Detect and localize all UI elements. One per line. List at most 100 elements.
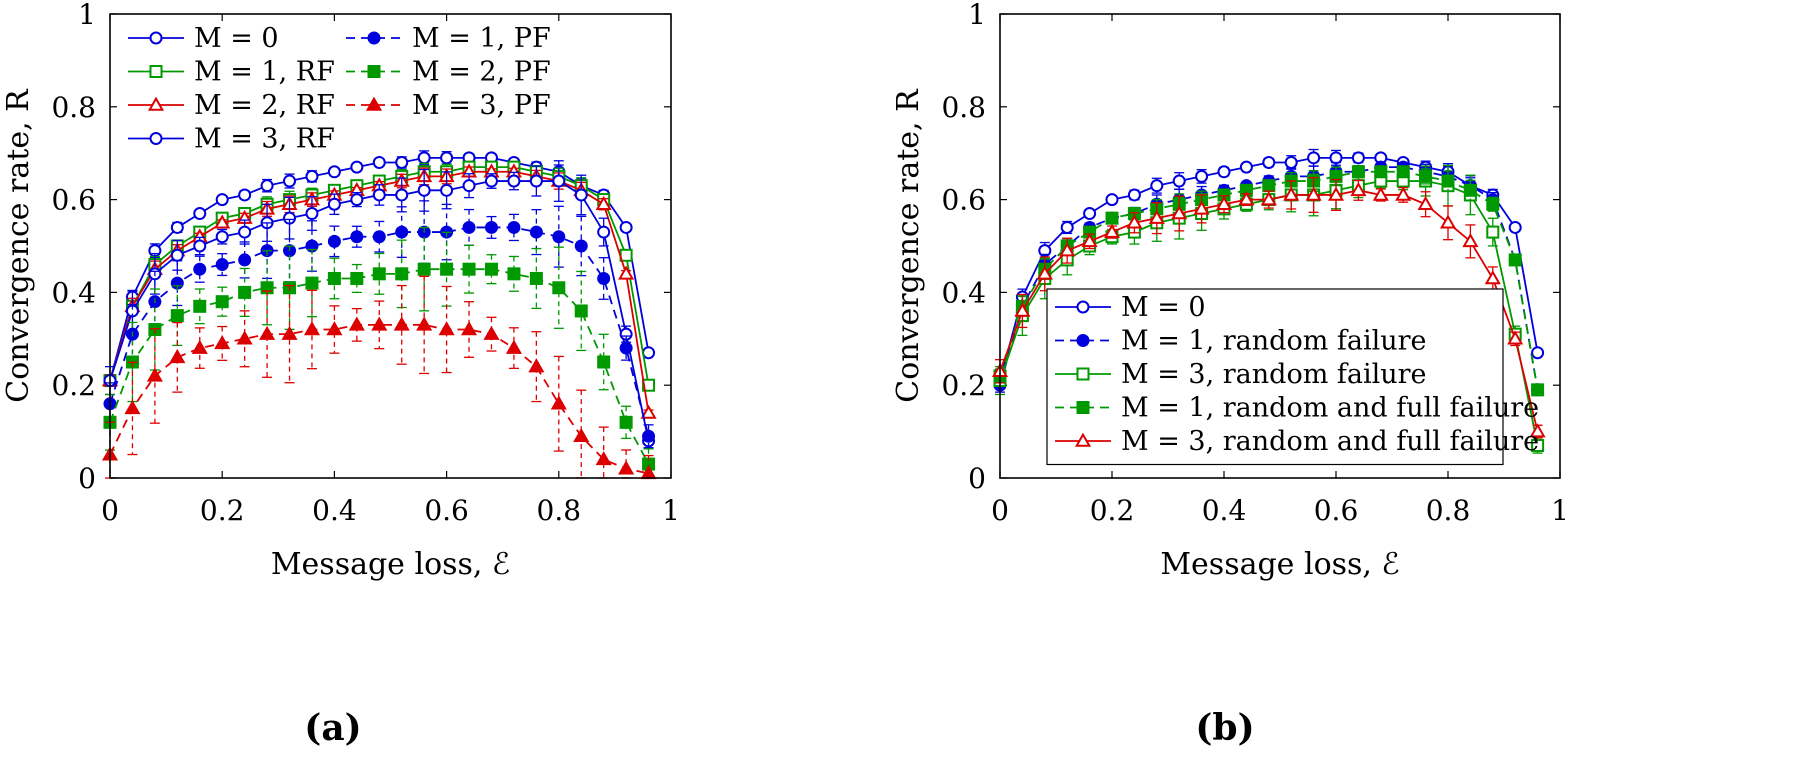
data-point — [259, 325, 276, 340]
data-point — [597, 225, 611, 239]
data-point — [146, 367, 163, 382]
chart-panel-a: 0 0.2 0.4 0.6 0.8 100.20.40.60.81M = 0M = 1, … — [1, 0, 680, 749]
data-point — [440, 151, 454, 165]
legend-label: M = 3, RF — [194, 124, 335, 155]
data-point — [507, 174, 521, 188]
data-point — [395, 155, 409, 169]
data-point — [416, 316, 433, 331]
legend-entry: M = 1, PF — [346, 23, 551, 54]
data-point — [552, 174, 566, 188]
x-tick-label: 0.8 — [1426, 494, 1471, 527]
data-point — [618, 265, 635, 280]
data-point — [1150, 179, 1164, 193]
legend-label: M = 0 — [1121, 292, 1206, 323]
data-point — [462, 179, 476, 193]
data-point — [483, 325, 500, 340]
data-point — [372, 188, 386, 202]
data-point — [417, 262, 431, 276]
data-point — [507, 220, 521, 234]
legend-entry: M = 3, RF — [128, 124, 335, 155]
legend-marker — [147, 96, 165, 111]
legend-box — [1046, 288, 1504, 466]
panel-caption: (b) — [1195, 707, 1254, 749]
y-tick-label: 1 — [78, 0, 96, 31]
data-point — [440, 262, 454, 276]
x-tick-label: 1 — [662, 494, 680, 527]
data-point — [1327, 186, 1345, 201]
data-point — [1329, 151, 1343, 165]
data-point — [1217, 165, 1231, 179]
data-point — [214, 214, 231, 229]
legend-label: M = 2, RF — [194, 90, 335, 121]
data-point — [484, 262, 498, 276]
data-point — [1262, 155, 1276, 169]
data-point — [305, 276, 319, 290]
y-tick-label: 0.2 — [51, 369, 96, 402]
data-point — [1127, 188, 1141, 202]
y-tick-label: 0.4 — [941, 276, 986, 309]
data-point — [371, 316, 388, 331]
data-point — [640, 404, 657, 419]
data-point — [1508, 253, 1522, 267]
legend-entry: M = 3, PF — [346, 90, 551, 121]
chart-panel-b: 0 0.2 0.4 0.6 0.8 100.20.40.60.81M = 0M = 1, … — [891, 0, 1569, 749]
data-point — [350, 193, 364, 207]
data-point — [170, 248, 184, 262]
data-point — [529, 271, 543, 285]
data-point — [642, 429, 656, 443]
legend-marker — [1076, 367, 1090, 381]
legend-label: M = 3, PF — [412, 90, 551, 121]
data-point — [395, 188, 409, 202]
data-point — [529, 225, 543, 239]
data-point — [170, 220, 184, 234]
data-point — [395, 225, 409, 239]
data-point — [236, 330, 253, 345]
data-point — [1417, 195, 1434, 210]
y-tick-label: 0 — [78, 462, 96, 495]
plot-frame — [999, 13, 1561, 479]
x-tick-label: 0.4 — [312, 494, 357, 527]
data-point — [350, 160, 364, 174]
x-tick-label: 1 — [1551, 494, 1569, 527]
y-tick-label: 0 — [968, 462, 986, 495]
x-tick-label: 0.2 — [200, 494, 245, 527]
data-point — [238, 188, 252, 202]
data-point — [1486, 225, 1500, 239]
legend-entry: M = 2, RF — [128, 90, 335, 121]
data-point — [1395, 186, 1412, 201]
legend-marker — [367, 65, 381, 78]
legend-marker — [367, 31, 381, 45]
data-point — [595, 195, 612, 210]
data-point — [1262, 179, 1276, 193]
x-axis-label: Message loss, ℰ — [1160, 547, 1399, 582]
series-4 — [991, 176, 1546, 439]
legend: M = 0M = 1, RFM = 2, RFM = 3, RF M = 1, P… — [128, 23, 551, 155]
y-tick-label: 0.8 — [941, 91, 986, 124]
data-point — [1508, 220, 1522, 234]
data-point — [574, 188, 588, 202]
data-point — [1441, 174, 1455, 188]
data-point — [1239, 160, 1253, 174]
data-point — [1463, 183, 1477, 197]
data-point — [1105, 193, 1119, 207]
x-tick-label: 0.6 — [1314, 494, 1359, 527]
y-tick-label: 0.2 — [941, 369, 986, 402]
series-line — [109, 268, 650, 465]
data-point — [1351, 151, 1365, 165]
y-axis-label: Convergence rate, R — [891, 88, 926, 403]
data-point — [619, 220, 633, 234]
plot-frame — [109, 13, 672, 479]
data-point — [1083, 207, 1097, 221]
data-point — [281, 325, 298, 340]
series-6 — [101, 275, 657, 480]
data-point — [1419, 169, 1433, 183]
data-point — [1531, 439, 1545, 453]
data-point — [1462, 233, 1479, 248]
data-point — [552, 230, 566, 244]
data-point — [1396, 165, 1410, 179]
data-point — [169, 349, 186, 364]
panel-caption: (a) — [304, 707, 361, 749]
legend-label: M = 1, random and full failure — [1121, 393, 1539, 424]
data-point — [573, 427, 590, 442]
data-point — [1350, 181, 1367, 197]
